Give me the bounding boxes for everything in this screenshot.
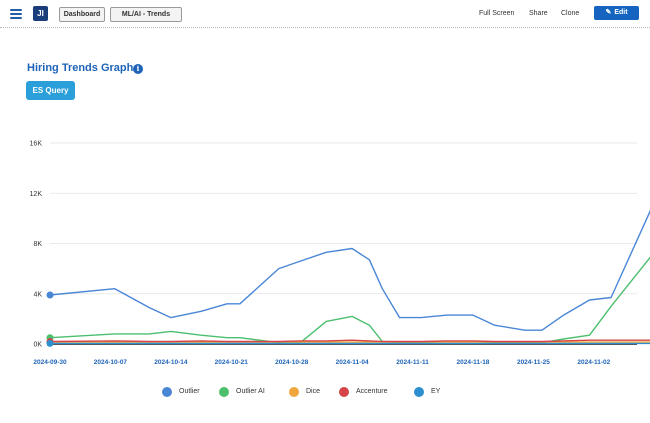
y-tick-label: 0K [33,342,42,349]
x-tick-label: 2024-10-14 [154,359,188,366]
legend-label: EY [431,388,441,395]
share-button[interactable]: Share [529,10,548,17]
edit-button[interactable]: ✎ Edit [594,6,639,20]
menu-icon[interactable] [10,9,22,19]
header-divider [0,27,650,28]
full-screen-button[interactable]: Full Screen [479,10,515,17]
x-tick-label: 2024-11-02 [577,359,610,366]
app-logo[interactable]: JI [33,6,48,21]
y-tick-label: 16K [30,141,43,148]
series-line-outlier-ai [49,256,650,344]
breadcrumb-dashboard[interactable]: Dashboard [59,7,105,22]
x-tick-label: 2024-10-28 [275,359,309,366]
legend-swatch-ey [414,387,424,397]
clone-button[interactable]: Clone [561,10,580,17]
x-tick-label: 2024-09-30 [33,359,67,366]
x-tick-label: 2024-10-07 [94,359,128,366]
x-tick-label: 2024-10-21 [215,359,249,366]
x-tick-label: 2024-11-04 [336,359,369,366]
legend-swatch-outlier-ai [219,387,229,397]
edit-button-label: Edit [614,9,628,16]
data-point-ey-start[interactable] [46,339,54,347]
legend-label: Outlier AI [236,388,265,395]
page-title: Hiring Trends Graph [27,62,134,74]
series-line-outlier [49,209,650,331]
legend-swatch-dice [289,387,299,397]
y-tick-label: 8K [33,241,42,248]
info-icon[interactable]: i [133,64,143,74]
y-tick-label: 12K [30,191,43,198]
x-tick-label: 2024-11-25 [517,359,550,366]
es-query-button[interactable]: ES Query [26,81,75,100]
legend-label: Accenture [356,388,388,395]
legend-swatch-outlier [162,387,172,397]
legend-label: Dice [306,388,321,395]
series-line-accenture [49,339,650,343]
y-tick-label: 4K [33,291,42,298]
chart-legend: Outlier Outlier AI Dice Accenture EY [0,384,650,400]
legend-swatch-accenture [339,387,349,397]
data-point-outlier-start[interactable] [46,291,54,299]
x-tick-label: 2024-11-11 [396,359,429,366]
legend-label: Outlier [179,388,200,395]
breadcrumb-ml-ai-trends[interactable]: ML/AI - Trends [110,7,182,22]
pencil-icon: ✎ [605,9,612,16]
x-tick-label: 2024-11-18 [457,359,490,366]
top-toolbar: JI Dashboard ML/AI - Trends Full Screen … [0,0,650,28]
